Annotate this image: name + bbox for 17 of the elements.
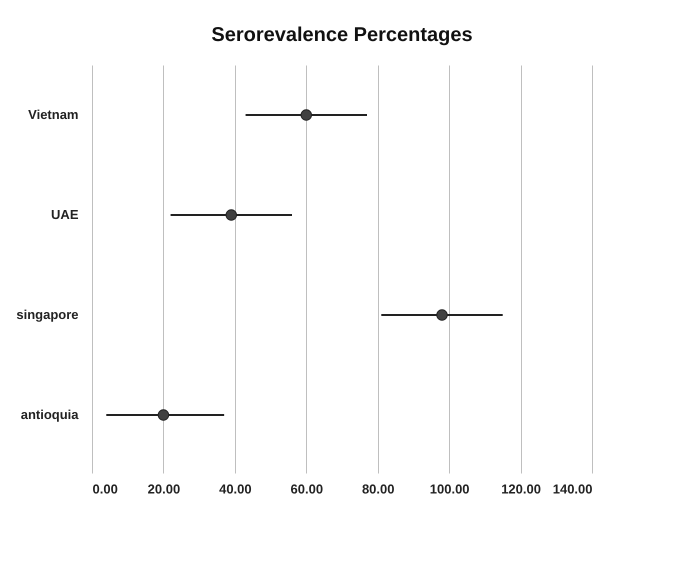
x-tick-label: 80.00	[362, 482, 394, 496]
x-tick-label: 120.00	[501, 482, 541, 496]
point	[226, 209, 238, 221]
y-tick-label: Vietnam	[28, 107, 78, 122]
point	[436, 309, 448, 321]
x-tick-label: 0.00	[92, 482, 118, 496]
point	[158, 409, 170, 421]
point	[300, 109, 312, 121]
chart-title: Serorevalence Percentages	[211, 24, 473, 46]
y-tick-label: UAE	[51, 207, 79, 222]
x-tick-label: 60.00	[290, 482, 324, 496]
x-tick-label: 20.00	[148, 482, 180, 496]
y-tick-label: singapore	[16, 307, 78, 322]
x-tick-label: 140.00	[552, 482, 592, 496]
y-tick-label: antioquia	[20, 407, 80, 422]
x-tick-label: 100.00	[430, 482, 470, 496]
x-tick-label: 40.00	[219, 482, 252, 496]
